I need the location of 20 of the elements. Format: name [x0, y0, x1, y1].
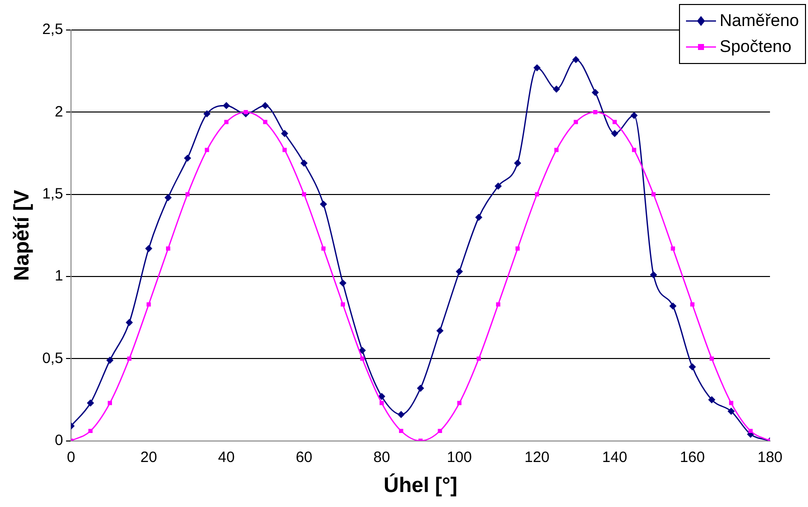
y-tick-label: 0,5 — [42, 350, 64, 367]
x-tick-label: 160 — [680, 448, 705, 466]
x-tick-label: 80 — [373, 448, 390, 466]
x-tick-label: 20 — [140, 448, 158, 466]
y-tick-label: 0 — [54, 432, 64, 449]
y-tick-label: 1,5 — [42, 185, 64, 202]
x-tick-label: 100 — [446, 448, 472, 466]
y-tick-label: 2,5 — [42, 21, 64, 38]
x-tick-label: 140 — [602, 448, 628, 466]
x-tick-label: 60 — [296, 448, 312, 466]
legend-label: Spočteno — [720, 37, 792, 57]
y-tick-label: 1 — [54, 268, 64, 285]
y-tick-label: 2 — [54, 103, 64, 120]
legend-label: Naměřeno — [720, 11, 799, 31]
x-tick-label: 180 — [757, 448, 783, 466]
x-tick-label: 40 — [218, 448, 235, 466]
y-axis-title: Napětí [V — [10, 190, 34, 281]
x-tick-label: 120 — [524, 448, 550, 466]
x-axis-title: Úhel [°] — [384, 473, 458, 498]
x-tick-label: 0 — [66, 448, 76, 466]
